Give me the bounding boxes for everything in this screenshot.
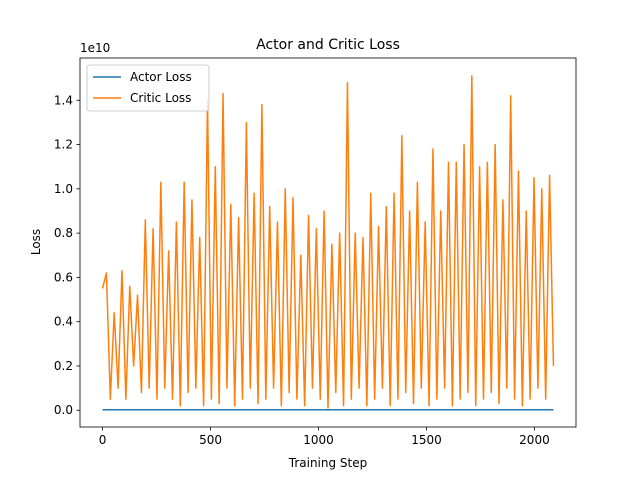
- x-tick-label: 500: [199, 433, 222, 447]
- chart-title: Actor and Critic Loss: [256, 37, 400, 53]
- x-tick-label: 0: [99, 433, 107, 447]
- x-tick-label: 2000: [519, 433, 550, 447]
- loss-line: [101, 75, 555, 409]
- x-tick-label: 1000: [303, 433, 334, 447]
- y-tick-label: 0.4: [54, 315, 73, 329]
- y-tick-label: 0.8: [54, 226, 73, 240]
- y-tick-label: 0.2: [54, 359, 73, 373]
- y-offset-label: 1e10: [80, 41, 110, 55]
- y-tick-label: 1.0: [54, 182, 73, 196]
- y-tick-label: 0.0: [54, 403, 73, 417]
- x-tick-label: 1500: [411, 433, 442, 447]
- y-tick-label: 0.6: [54, 270, 73, 284]
- y-tick-label: 1.2: [54, 138, 73, 152]
- legend-label: Actor Loss: [130, 70, 192, 84]
- axes-frame: [79, 57, 577, 428]
- y-tick-label: 1.4: [54, 93, 73, 107]
- legend-label: Critic Loss: [130, 91, 191, 105]
- x-axis-label: Training Step: [288, 456, 368, 470]
- y-axis-label: Loss: [29, 229, 43, 255]
